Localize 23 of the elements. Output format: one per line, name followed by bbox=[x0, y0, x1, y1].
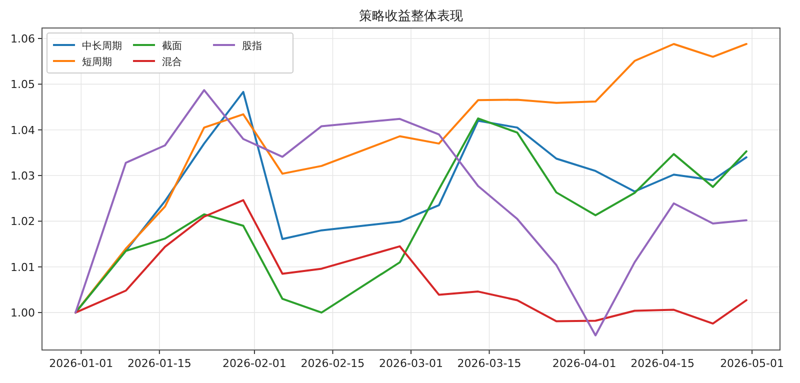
y-tick-label: 1.06 bbox=[10, 32, 35, 46]
x-tick-label: 2026-01-01 bbox=[49, 357, 114, 370]
y-tick-label: 1.02 bbox=[10, 215, 35, 228]
x-tick-label: 2026-01-15 bbox=[127, 357, 192, 370]
y-tick-label: 1.03 bbox=[10, 170, 35, 183]
legend-label: 短周期 bbox=[82, 56, 112, 68]
legend-label: 混合 bbox=[162, 56, 182, 68]
x-tick-label: 2026-02-01 bbox=[222, 357, 286, 370]
legend-label: 截面 bbox=[162, 40, 182, 52]
x-tick-label: 2026-02-15 bbox=[300, 357, 365, 370]
y-tick-label: 1.00 bbox=[10, 306, 35, 320]
x-tick-label: 2026-03-15 bbox=[457, 357, 522, 370]
legend-label: 中长周期 bbox=[82, 40, 122, 52]
y-tick-label: 1.05 bbox=[10, 78, 35, 92]
x-tick-label: 2026-04-15 bbox=[630, 357, 695, 370]
chart-title: 策略收益整体表现 bbox=[359, 9, 463, 24]
x-tick-label: 2026-04-01 bbox=[552, 357, 616, 370]
y-tick-label: 1.01 bbox=[10, 260, 35, 274]
y-tick-label: 1.04 bbox=[10, 124, 35, 137]
line-series bbox=[74, 199, 748, 325]
x-tick-label: 2026-03-01 bbox=[379, 357, 443, 370]
legend-label: 股指 bbox=[242, 40, 262, 52]
x-tick-label: 2026-05-01 bbox=[720, 357, 784, 370]
